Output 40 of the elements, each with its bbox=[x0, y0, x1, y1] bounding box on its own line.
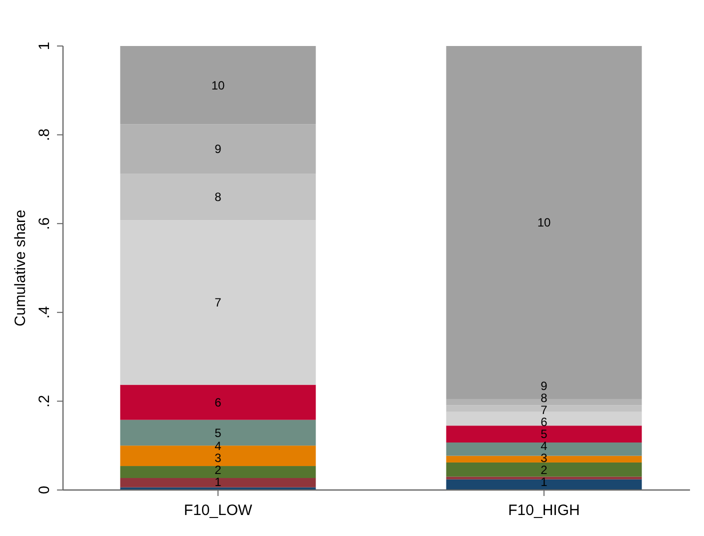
text: 9 bbox=[214, 142, 222, 156]
bar bbox=[446, 456, 642, 462]
series-label: 2 bbox=[540, 463, 548, 478]
text: 5 bbox=[214, 426, 222, 440]
series-label: 5 bbox=[540, 427, 548, 442]
bar bbox=[120, 478, 316, 488]
series-label: 7 bbox=[540, 403, 548, 418]
bar bbox=[120, 384, 316, 420]
text: 8 bbox=[214, 190, 222, 204]
x-tick-label: F10_LOW bbox=[184, 502, 254, 519]
bar bbox=[120, 466, 316, 478]
text: 1 bbox=[540, 475, 548, 490]
text: 4 bbox=[540, 439, 548, 454]
bar bbox=[120, 124, 316, 174]
bar bbox=[120, 220, 316, 385]
series-label: 1 bbox=[214, 475, 222, 490]
y-axis-title: Cumulative share bbox=[12, 210, 29, 326]
y-tick-label: .4 bbox=[36, 306, 53, 319]
series-label: 6 bbox=[540, 415, 548, 430]
bar bbox=[120, 174, 316, 220]
y-tick-label: .8 bbox=[36, 128, 53, 142]
text: 10 bbox=[537, 216, 551, 230]
y-tick-label: 1 bbox=[36, 42, 53, 50]
text: 6 bbox=[214, 396, 222, 410]
bar bbox=[446, 405, 642, 412]
y-tick-label: .6 bbox=[36, 217, 53, 230]
y-tick-label: 0 bbox=[36, 486, 53, 494]
bar bbox=[120, 46, 316, 124]
text: 2 bbox=[214, 463, 222, 478]
bar bbox=[446, 476, 642, 480]
bar bbox=[446, 426, 642, 442]
series-label: 10 bbox=[211, 78, 225, 92]
y-tick-label: .2 bbox=[36, 394, 53, 408]
bar bbox=[446, 462, 642, 477]
bar bbox=[446, 479, 642, 490]
text: 7 bbox=[214, 296, 222, 310]
x-tick-label: F10_HIGH bbox=[508, 502, 580, 519]
series-label: 9 bbox=[540, 379, 548, 394]
series-label: 8 bbox=[540, 391, 548, 406]
series-label: 3 bbox=[214, 451, 222, 466]
